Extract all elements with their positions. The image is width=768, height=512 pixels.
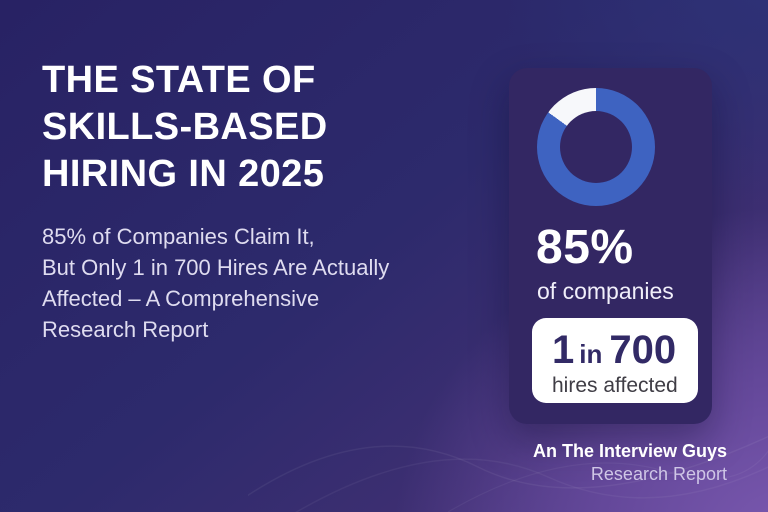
page-title: THE STATE OF SKILLS-BASED HIRING IN 2025 bbox=[42, 57, 492, 198]
percent-label: of companies bbox=[537, 278, 674, 304]
ratio-value-numerator: 1 bbox=[552, 328, 575, 372]
ratio-value-denominator: 700 bbox=[609, 328, 677, 372]
stat-card: 85% of companies 1 in 700 hires affected bbox=[509, 68, 712, 424]
subtitle-line-2: But Only 1 in 700 Hires Are Actually bbox=[42, 255, 390, 280]
subtitle-line-4: Research Report bbox=[42, 317, 209, 342]
footer-credit: An The Interview Guys Research Report bbox=[533, 440, 727, 486]
subtitle-line-3: Affected – A Comprehensive bbox=[42, 286, 320, 311]
page-title-line-1: THE STATE OF bbox=[42, 59, 316, 101]
ratio-label: hires affected bbox=[552, 374, 678, 397]
ratio-value: 1 in 700 bbox=[552, 328, 698, 373]
page-title-line-3: HIRING IN 2025 bbox=[42, 153, 325, 195]
ratio-box: 1 in 700 hires affected bbox=[532, 318, 698, 403]
page-title-line-2: SKILLS-BASED bbox=[42, 106, 328, 148]
donut-chart-hole bbox=[560, 111, 632, 183]
donut-chart bbox=[537, 88, 655, 206]
footer-brand: An The Interview Guys bbox=[532, 441, 727, 461]
subtitle: 85% of Companies Claim It, But Only 1 in… bbox=[42, 221, 492, 345]
left-column: THE STATE OF SKILLS-BASED HIRING IN 2025… bbox=[42, 57, 492, 345]
subtitle-line-1: 85% of Companies Claim It, bbox=[42, 224, 315, 249]
footer-report-type: Research Report bbox=[590, 464, 727, 484]
percent-value: 85% bbox=[536, 221, 634, 274]
ratio-value-connector: in bbox=[579, 339, 603, 369]
